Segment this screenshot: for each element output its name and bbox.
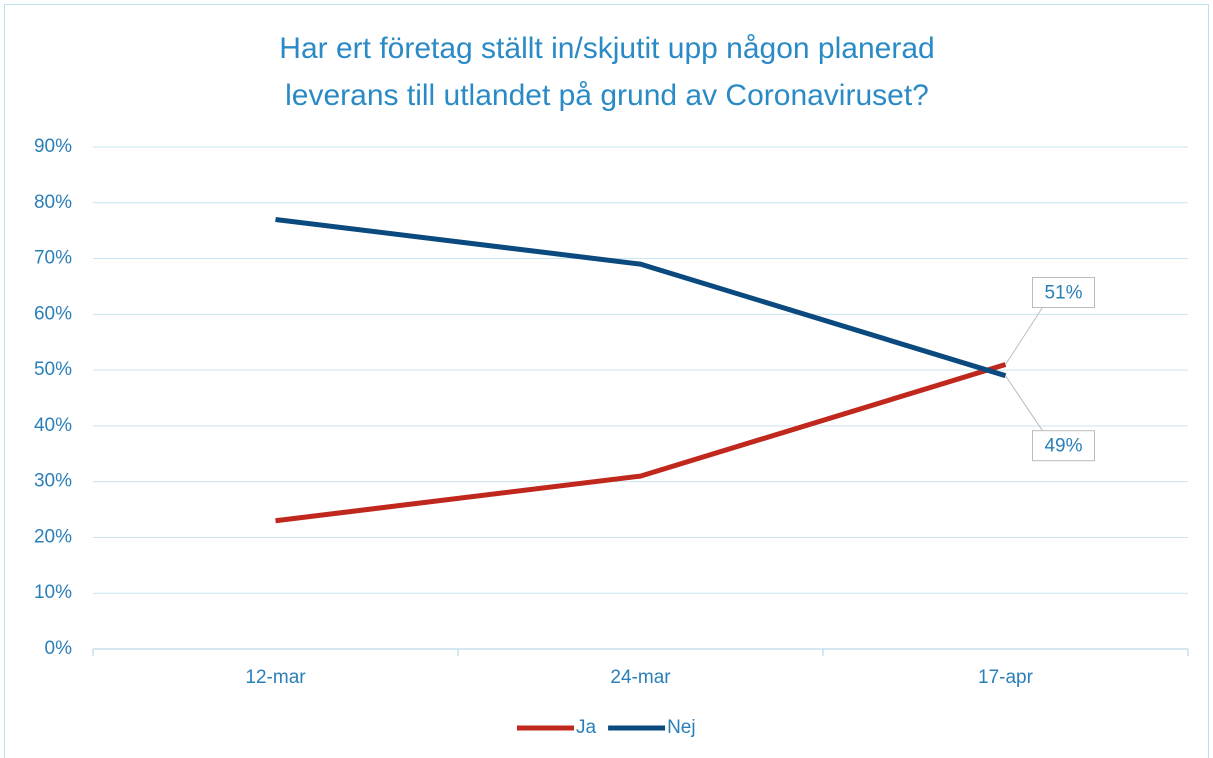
y-tick-label: 50%	[34, 359, 72, 380]
y-tick-label: 90%	[34, 136, 72, 157]
y-tick-label: 40%	[34, 415, 72, 436]
y-tick-label: 10%	[34, 582, 72, 603]
chart-frame	[4, 4, 1209, 758]
data-label: 51%	[1044, 283, 1082, 304]
y-tick-label: 60%	[34, 303, 72, 324]
y-tick-label: 70%	[34, 248, 72, 269]
y-tick-label: 20%	[34, 526, 72, 547]
chart-title: Har ert företag ställt in/skjutit upp nå…	[279, 32, 934, 65]
data-label: 49%	[1044, 436, 1082, 457]
y-tick-label: 80%	[34, 192, 72, 213]
label-callout	[1005, 307, 1043, 365]
x-tick-label: 24-mar	[610, 667, 671, 688]
x-tick-label: 12-mar	[245, 667, 306, 688]
y-tick-label: 30%	[34, 471, 72, 492]
series-line	[275, 217, 1007, 379]
label-box	[1032, 277, 1095, 309]
y-tick-label: 0%	[45, 638, 73, 659]
chart-title: leverans till utlandet på grund av Coron…	[285, 79, 929, 112]
label-box	[1032, 430, 1095, 462]
label-callout	[1005, 375, 1043, 431]
legend-label: Ja	[576, 717, 597, 738]
legend-label: Nej	[667, 717, 696, 738]
series-line	[275, 362, 1007, 524]
x-tick-label: 17-apr	[978, 667, 1034, 688]
